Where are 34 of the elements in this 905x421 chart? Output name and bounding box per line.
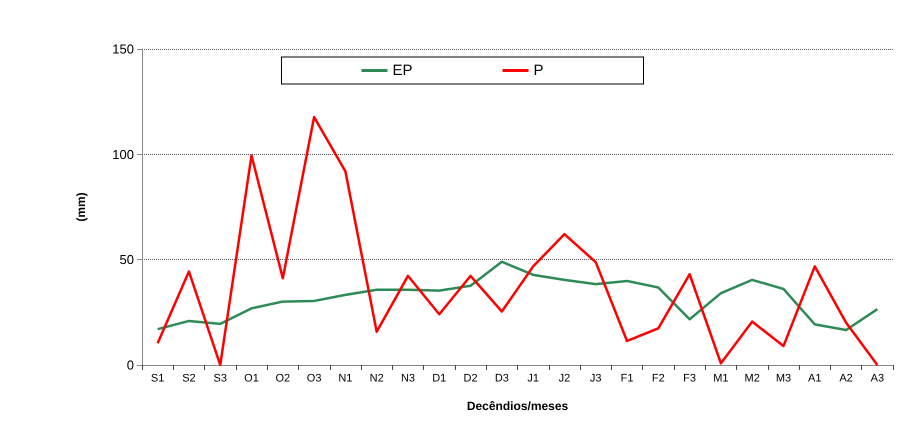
y-tick-label: 100 [112,146,134,162]
x-tick-label: D2 [464,372,478,384]
x-tick-label: J1 [527,372,539,384]
x-tick-label: A3 [870,372,884,384]
x-tick-label: F1 [620,372,634,384]
x-tick-label: S2 [182,372,196,384]
x-tick-label: N2 [370,372,384,384]
y-axis-title: (mm) [74,192,88,222]
x-tick-label: F2 [652,372,665,384]
x-tick-label: O3 [306,372,322,384]
x-tick-label: M1 [713,372,729,384]
legend-label: P [534,62,544,79]
y-tick-label: 50 [120,252,134,268]
x-tick-label: O2 [275,372,290,384]
x-tick-label: N3 [400,372,416,384]
x-tick-label: J3 [590,372,602,384]
x-tick-label: N1 [338,372,352,384]
x-tick-label: M2 [744,372,760,384]
y-tick-label: 0 [126,358,134,372]
line-series [156,116,879,366]
x-tick-label: D1 [432,372,446,384]
x-tick-label: S3 [213,372,227,384]
x-tick-label: J2 [558,372,570,384]
x-tick-label: O1 [244,372,259,384]
x-tick-label: D3 [494,372,509,384]
legend-label: EP [392,62,413,79]
x-tick-label: S1 [150,372,164,384]
line-series [156,260,879,332]
x-tick-label: F3 [683,372,696,384]
x-tick-label: A2 [839,372,853,384]
x-tick-label: M3 [776,372,792,384]
x-axis-title: Decêndios/meses [466,399,569,413]
y-tick-label: 150 [112,42,134,56]
x-tick-label: A1 [808,372,822,384]
